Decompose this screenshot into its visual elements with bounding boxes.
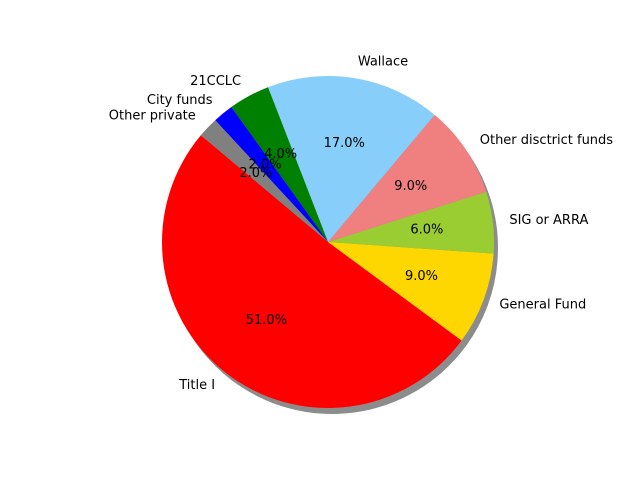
slice-pct-title-i: 51.0%	[246, 313, 287, 328]
slice-label-sig-or-arra: SIG or ARRA	[509, 213, 588, 228]
pie-labels: Title I 51.0% General Fund 9.0% SIG or ARRA 6…	[109, 54, 614, 393]
slice-label-21cclc: 21CCLC	[190, 74, 241, 89]
slice-general-fund	[328, 242, 494, 341]
slice-label-title-i: Title I	[178, 378, 215, 393]
slice-label-wallace: Wallace	[358, 54, 408, 69]
slice-city-funds	[215, 107, 328, 243]
slice-pct-other-disctrict-funds: 9.0%	[394, 179, 427, 194]
slice-sig-or-arra	[328, 191, 494, 254]
slice-label-city-funds: City funds	[147, 93, 213, 108]
slice-pct-general-fund: 9.0%	[405, 269, 438, 284]
slice-other-private	[200, 120, 328, 242]
slice-wallace	[267, 76, 435, 243]
slice-title-i	[161, 135, 462, 409]
slice-21cclc	[231, 87, 328, 242]
slice-pct-sig-or-arra: 6.0%	[410, 223, 443, 238]
slice-label-general-fund: General Fund	[499, 298, 586, 313]
slice-label-other-disctrict-funds: Other disctrict funds	[480, 133, 614, 148]
slice-pct-city-funds: 2.0%	[249, 157, 282, 172]
slice-other-disctrict-funds	[328, 114, 487, 242]
slice-pct-wallace: 17.0%	[324, 136, 365, 151]
slice-pct-21cclc: 4.0%	[264, 147, 297, 162]
slice-pct-other-private: 2.0%	[239, 166, 272, 181]
slice-label-other-private: Other private	[109, 109, 196, 124]
pie-slices	[161, 76, 494, 409]
